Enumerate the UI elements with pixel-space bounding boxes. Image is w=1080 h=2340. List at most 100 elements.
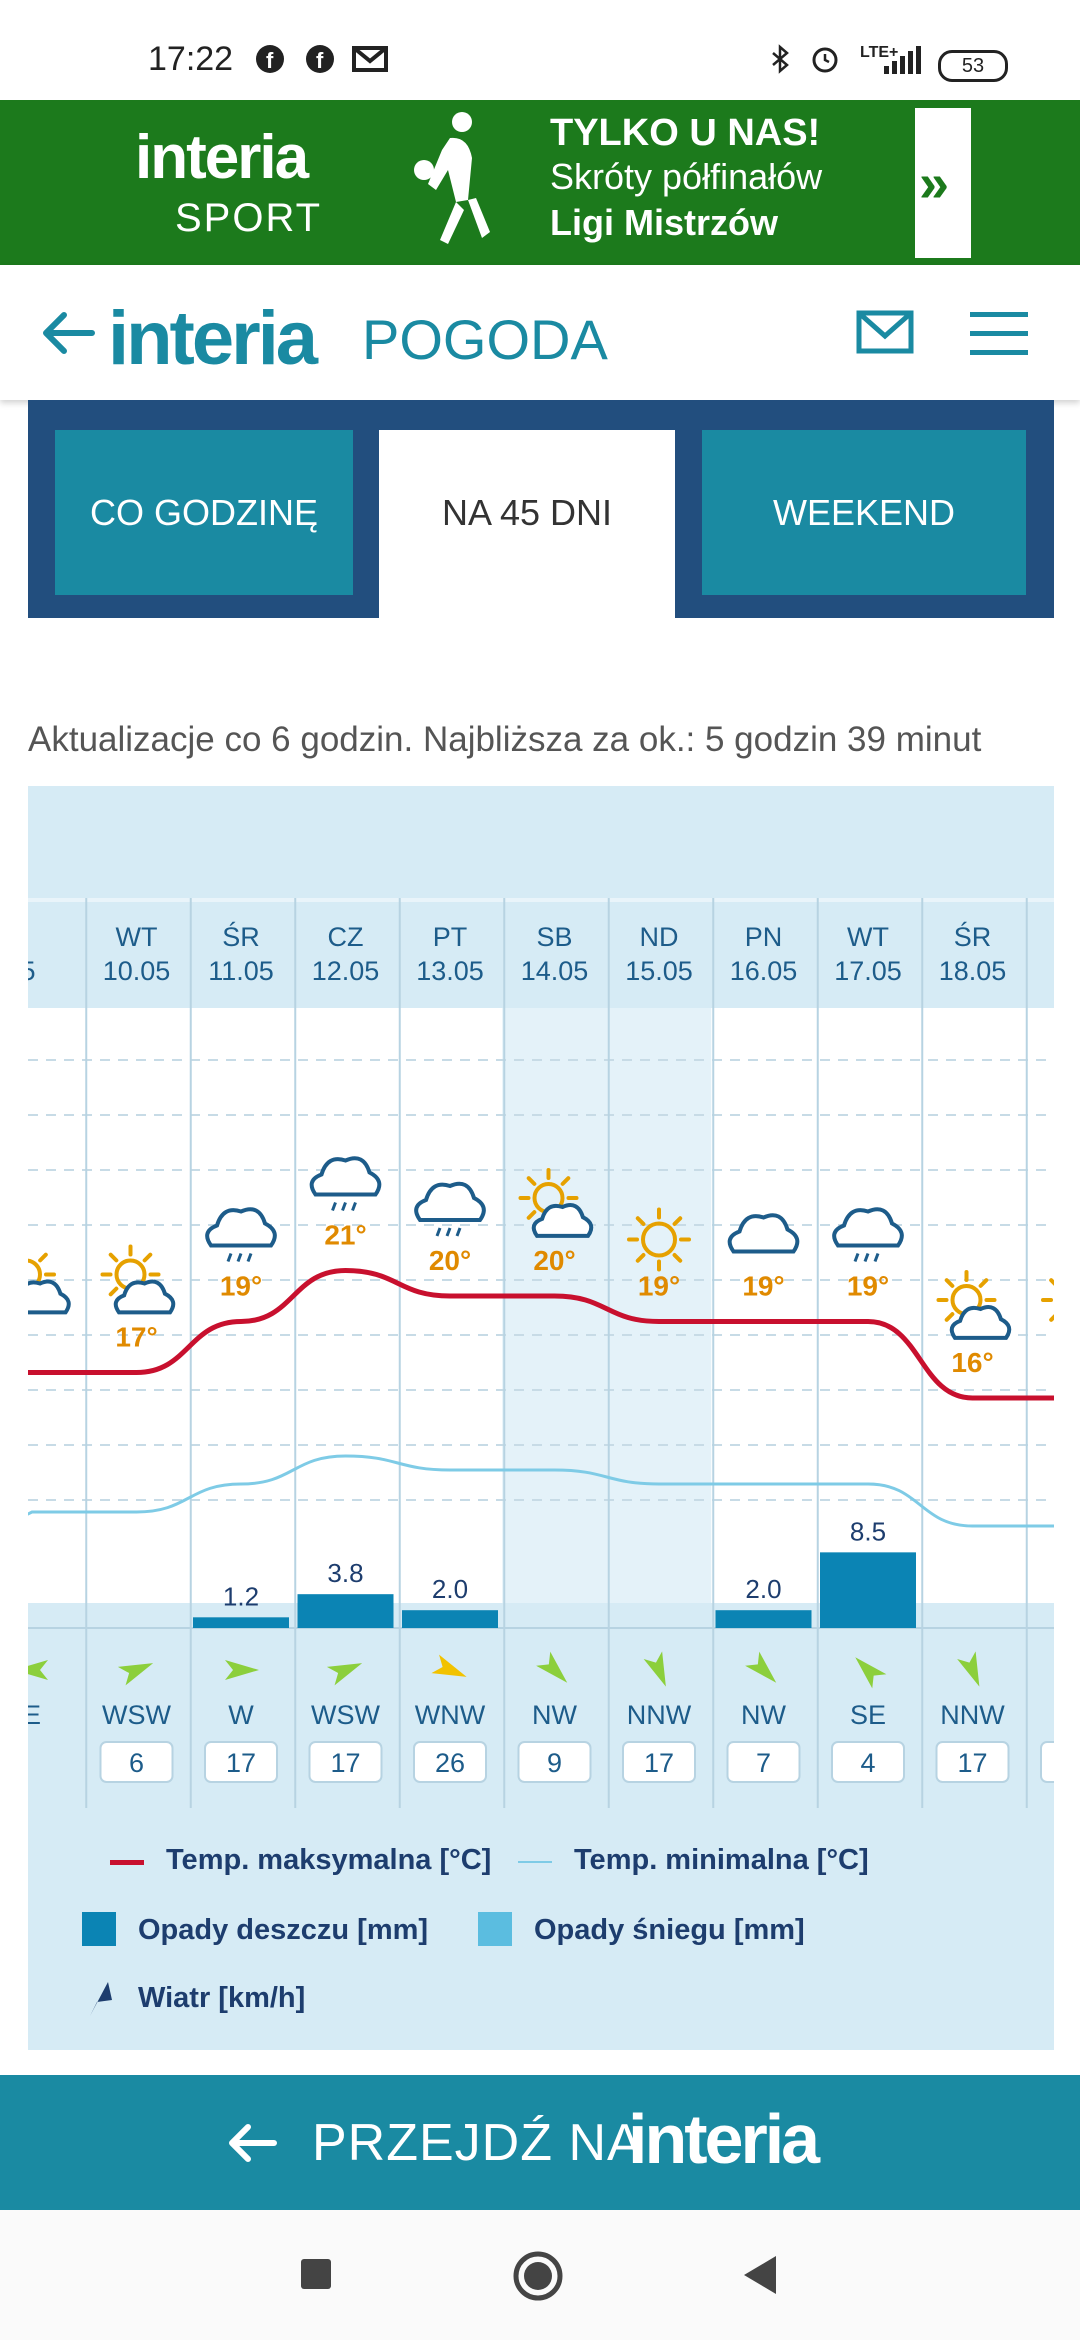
legend-rain-swatch	[82, 1912, 116, 1946]
ad-arrow-button[interactable]: »	[915, 108, 971, 258]
legend-max-swatch	[110, 1860, 144, 1865]
hamburger-menu-icon[interactable]	[970, 310, 1028, 356]
wind-speed: 26	[435, 1748, 465, 1778]
wind-speed-box	[308, 1741, 383, 1783]
rain-label: 2.0	[745, 1574, 781, 1604]
update-info: Aktualizacje co 6 godzin. Najbliższa za …	[28, 720, 982, 759]
ad-banner[interactable]: interia SPORT TYLKO U NAS! Skróty półfin…	[0, 100, 1080, 265]
rain-drop	[236, 1252, 243, 1263]
wind-direction: NW	[532, 1700, 577, 1730]
wind-speed: 17	[226, 1748, 256, 1778]
date-label: 14.05	[521, 956, 589, 986]
date-label: 16.05	[730, 956, 798, 986]
rain-label: 3.8	[327, 1558, 363, 1588]
double-chevron-icon: »	[919, 153, 950, 213]
sun-ray	[944, 1278, 955, 1288]
day-label: PT	[433, 922, 468, 952]
sun-disc	[28, 1258, 42, 1291]
lte-indicator: LTE+	[860, 44, 899, 61]
tab-na-45-dni[interactable]: NA 45 DNI	[379, 430, 675, 618]
date-label: 12.05	[312, 956, 380, 986]
rain-drop	[435, 1227, 442, 1237]
interia-logo: interia	[628, 2100, 820, 2178]
sun-ray	[108, 1286, 119, 1297]
sun-ray	[944, 1312, 955, 1322]
cloud-shape	[414, 1181, 486, 1222]
date-label: 17.05	[834, 956, 902, 986]
tab-weekend[interactable]: WEEKEND	[702, 430, 1026, 595]
cloud-shape	[832, 1207, 904, 1248]
wind-speed: 17	[957, 1748, 987, 1778]
wind-arrow-icon	[225, 1660, 259, 1680]
bluetooth-icon	[772, 44, 789, 74]
wind-direction: NW	[741, 1700, 786, 1730]
recent-apps-icon[interactable]	[300, 2258, 332, 2290]
cloud-shape	[205, 1207, 277, 1248]
back-triangle-icon[interactable]	[742, 2254, 778, 2296]
wind-direction: NNW	[627, 1700, 692, 1730]
sun-ray	[635, 1253, 646, 1263]
date-label: 18.05	[939, 956, 1007, 986]
date-label: 5	[28, 956, 36, 986]
app-header: interia POGODA	[0, 265, 1080, 400]
cloud-shape	[113, 1279, 176, 1315]
legend-max-label: Temp. maksymalna [°C]	[166, 1844, 492, 1876]
chart-divider	[28, 898, 1054, 902]
weekend-highlight	[502, 1008, 712, 1603]
tab-co-godzine[interactable]: CO GODZINĘ	[55, 430, 353, 595]
day-label: ND	[640, 922, 679, 952]
rain-drop	[873, 1252, 880, 1263]
svg-text:f: f	[316, 48, 324, 73]
sun-ray	[1049, 1278, 1054, 1286]
legend-rain-label: Opady deszczu [mm]	[138, 1914, 429, 1946]
wind-direction: WSW	[311, 1700, 380, 1730]
sun-disc	[641, 1221, 677, 1258]
cloud-shape	[531, 1203, 594, 1238]
sun-ray	[526, 1210, 537, 1220]
interia-logo[interactable]: interia	[108, 296, 318, 381]
rain-drop	[445, 1227, 452, 1237]
sun-ray	[142, 1252, 153, 1263]
legend-min-label: Temp. minimalna [°C]	[574, 1844, 869, 1876]
rain-bar	[820, 1552, 916, 1628]
cloud-shape	[727, 1213, 800, 1254]
mail-icon	[352, 46, 388, 72]
wind-arrow-icon	[536, 1651, 568, 1683]
rain-cloud-icon	[309, 1156, 382, 1212]
day-label: ŚR	[222, 920, 260, 952]
home-icon[interactable]	[512, 2250, 564, 2302]
day-label: WT	[847, 922, 889, 952]
wind-arrow-icon	[855, 1657, 887, 1689]
wind-arrow-shape	[117, 1663, 154, 1686]
goto-interia-banner[interactable]: PRZEJDŹ NA interia	[0, 2075, 1080, 2210]
sun-ray	[672, 1253, 683, 1263]
wind-arrow-shape	[536, 1651, 568, 1683]
wind-speed-box	[726, 1741, 801, 1783]
sun-ray	[635, 1216, 646, 1226]
rain-drop	[853, 1252, 860, 1263]
wind-speed: 17	[330, 1748, 360, 1778]
system-nav-bar	[0, 2210, 1080, 2340]
wind-arrow-icon	[643, 1651, 666, 1687]
wind-direction: W	[228, 1700, 254, 1730]
wind-arrow-shape	[431, 1654, 467, 1677]
day-label: CZ	[328, 922, 364, 952]
wind-arrow-icon	[745, 1651, 777, 1683]
back-arrow-icon[interactable]	[40, 307, 96, 359]
rain-bar	[402, 1610, 498, 1628]
mail-icon[interactable]	[856, 310, 914, 354]
rain-label: 2.0	[432, 1574, 468, 1604]
temp-label: 19°	[638, 1271, 680, 1302]
pogoda-title: POGODA	[362, 308, 608, 371]
chart-top-band	[28, 786, 1054, 898]
wind-arrow-shape	[745, 1651, 777, 1683]
temp-max-line	[28, 1267, 1054, 1401]
ad-section: SPORT	[175, 196, 323, 240]
tab-bar: CO GODZINĘ NA 45 DNI WEEKEND	[28, 400, 1054, 618]
rain-drop	[351, 1201, 357, 1212]
wind-arrow-icon	[90, 1982, 112, 2016]
temp-label: 19°	[742, 1271, 784, 1302]
wind-arrow-icon	[326, 1663, 363, 1686]
partly-sunny-icon	[518, 1168, 594, 1238]
day-label: SB	[536, 922, 572, 952]
